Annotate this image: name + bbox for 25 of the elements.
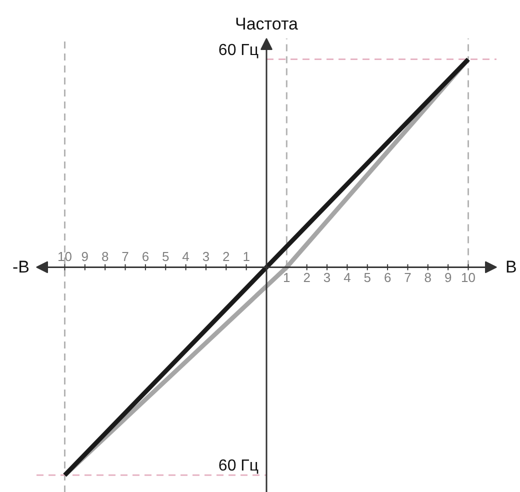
x-tick-label: 2 xyxy=(222,249,230,264)
x2-tick-label: 1 xyxy=(283,270,290,286)
x2-tick-label: 10 xyxy=(461,270,476,286)
x-tick-label: 9 xyxy=(81,249,89,264)
x-tick-label: 1 xyxy=(242,249,250,264)
y-tick-label: 60 Гц xyxy=(218,458,259,475)
y-axis-title: Частота xyxy=(234,14,299,34)
x-tick-label: 6 xyxy=(142,249,150,264)
x2-tick-label: 6 xyxy=(384,270,392,286)
x-tick-label: 10 xyxy=(58,249,72,264)
x-tick-label: 4 xyxy=(182,249,190,264)
x2-tick-label: 2 xyxy=(303,270,310,286)
x-tick-label: 5 xyxy=(162,249,170,264)
x2-tick-label: 5 xyxy=(364,270,371,286)
text: -В xyxy=(12,258,30,277)
x-tick-label: 7 xyxy=(122,249,129,264)
x2-tick-label: 7 xyxy=(404,270,412,286)
y-tick-label: 60 Гц xyxy=(218,42,259,59)
x-tick-label: 3 xyxy=(202,249,210,264)
x2-tick-label: 8 xyxy=(424,270,432,286)
x-tick-label: 8 xyxy=(101,249,109,264)
x2-tick-label: 9 xyxy=(444,270,452,286)
x-axis-title: В xyxy=(506,258,517,277)
x2-tick-label: 4 xyxy=(344,270,351,286)
x2-tick-label: 3 xyxy=(323,270,331,286)
